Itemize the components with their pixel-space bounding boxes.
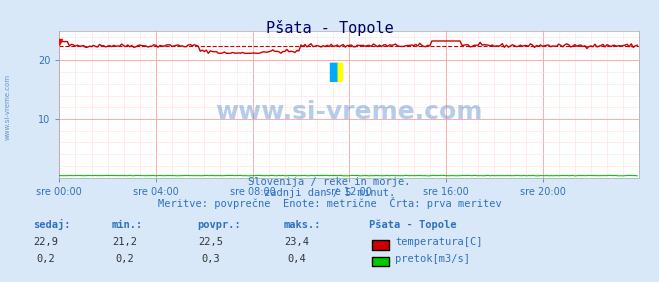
Text: sedaj:: sedaj: [33,219,71,230]
Text: temperatura[C]: temperatura[C] [395,237,483,247]
Text: Pšata - Topole: Pšata - Topole [266,20,393,36]
Text: pretok[m3/s]: pretok[m3/s] [395,254,471,264]
Text: Meritve: povprečne  Enote: metrične  Črta: prva meritev: Meritve: povprečne Enote: metrične Črta:… [158,197,501,209]
Text: min.:: min.: [112,221,143,230]
Text: 0,2: 0,2 [116,254,134,264]
Text: povpr.:: povpr.: [198,221,241,230]
Text: 0,4: 0,4 [287,254,306,264]
Text: Pšata - Topole: Pšata - Topole [369,220,457,230]
Text: www.si-vreme.com: www.si-vreme.com [5,74,11,140]
Text: ▌: ▌ [329,62,344,82]
Text: ▐: ▐ [328,62,342,82]
Text: 0,3: 0,3 [202,254,220,264]
Text: maks.:: maks.: [283,221,321,230]
Text: 22,5: 22,5 [198,237,223,247]
Text: www.si-vreme.com: www.si-vreme.com [215,100,483,124]
Text: 23,4: 23,4 [284,237,309,247]
Text: 21,2: 21,2 [113,237,138,247]
Text: 0,2: 0,2 [37,254,55,264]
Text: Slovenija / reke in morje.: Slovenija / reke in morje. [248,177,411,187]
Text: zadnji dan / 5 minut.: zadnji dan / 5 minut. [264,188,395,198]
Text: 22,9: 22,9 [34,237,59,247]
